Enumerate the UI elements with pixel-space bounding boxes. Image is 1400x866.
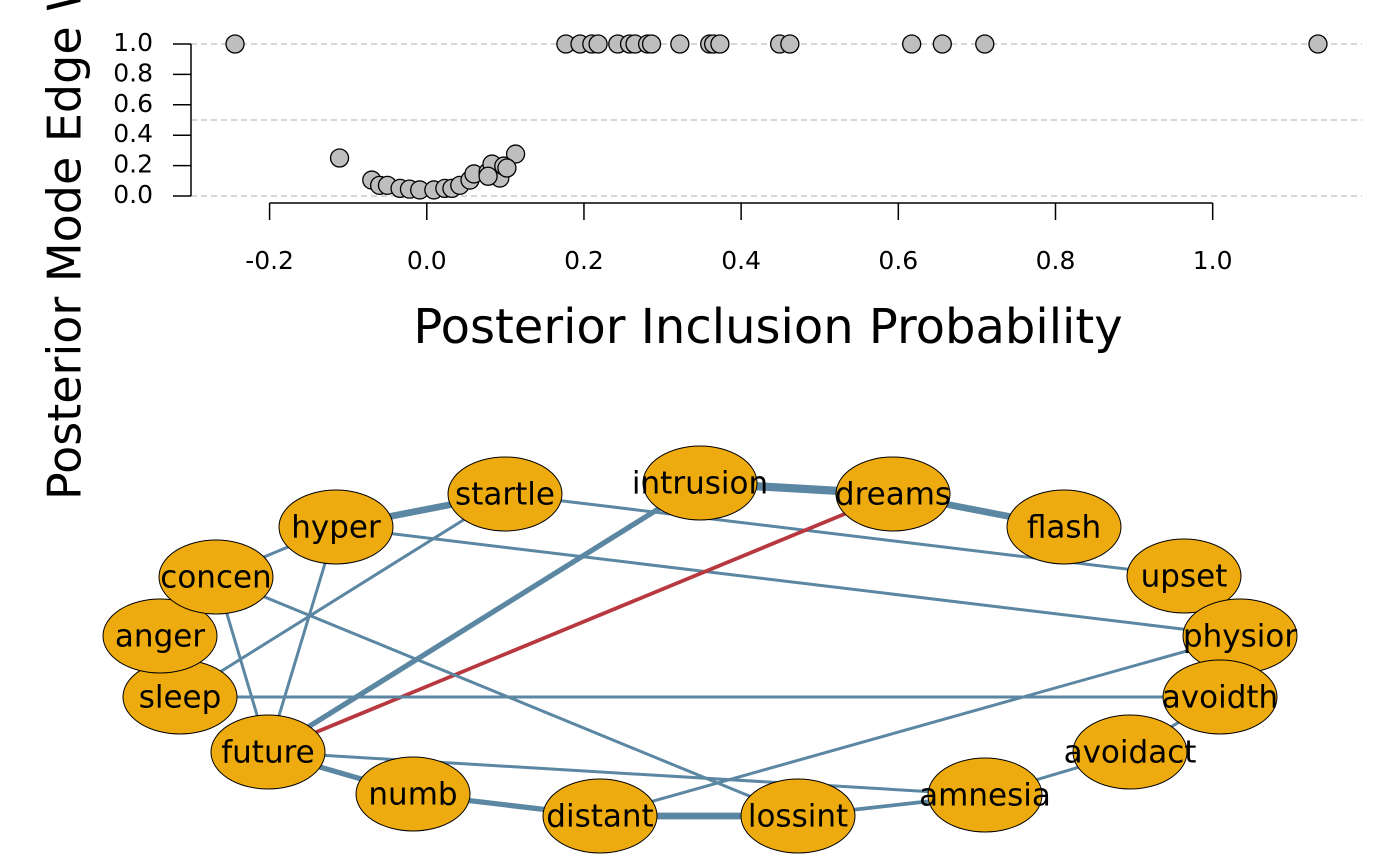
node-label: future bbox=[221, 735, 315, 771]
node-label: upset bbox=[1141, 559, 1228, 595]
node bbox=[642, 445, 758, 521]
x-tick-label: 0.6 bbox=[878, 246, 918, 275]
x-tick-label: 0.4 bbox=[721, 246, 761, 275]
edge bbox=[599, 634, 1241, 818]
point bbox=[505, 144, 526, 164]
point bbox=[1308, 34, 1328, 54]
network: intrusion dreams flash upset physior avoidth a… bbox=[102, 445, 1298, 854]
node bbox=[740, 778, 856, 854]
point bbox=[497, 158, 517, 178]
point bbox=[641, 34, 662, 54]
node-label: anger bbox=[115, 619, 205, 655]
node-label: physior bbox=[1183, 619, 1297, 655]
node bbox=[1006, 489, 1122, 565]
node-label: hyper bbox=[291, 510, 381, 546]
x-tick-label: 0.8 bbox=[1036, 246, 1076, 275]
node bbox=[1162, 659, 1278, 735]
node bbox=[542, 778, 658, 854]
point bbox=[588, 34, 608, 54]
x-axis-label: Posterior Inclusion Probability bbox=[413, 299, 1122, 355]
node-label: amnesia bbox=[919, 778, 1051, 814]
node-label: numb bbox=[368, 777, 457, 813]
node bbox=[278, 489, 394, 565]
edge bbox=[266, 480, 702, 755]
y-tick-label: 0.4 bbox=[113, 119, 153, 148]
point bbox=[670, 34, 690, 54]
edge bbox=[266, 526, 338, 753]
edge bbox=[267, 750, 986, 797]
node-label: concen bbox=[160, 560, 271, 596]
node bbox=[927, 757, 1043, 833]
y-tick-label: 0.8 bbox=[113, 58, 153, 87]
node-label: distant bbox=[546, 799, 653, 835]
edge bbox=[267, 492, 894, 754]
y-tick-label: 1.0 bbox=[113, 28, 153, 57]
y-tick-label: 0.6 bbox=[113, 89, 153, 118]
point bbox=[710, 34, 730, 54]
point bbox=[780, 34, 800, 54]
node bbox=[210, 714, 326, 790]
point bbox=[932, 34, 952, 54]
point bbox=[225, 34, 245, 54]
edge bbox=[179, 492, 506, 699]
y-axis-label: Posterior Mode Edge Weight bbox=[38, 0, 92, 500]
edge bbox=[335, 525, 1241, 638]
x-tick-label: 0.0 bbox=[407, 246, 447, 275]
node-label: avoidact bbox=[1064, 735, 1197, 771]
node bbox=[447, 456, 563, 532]
node-label: flash bbox=[1027, 510, 1101, 546]
x-tick-label: -0.2 bbox=[245, 246, 294, 275]
node-label: dreams bbox=[835, 477, 951, 513]
node bbox=[158, 539, 274, 615]
node bbox=[1126, 538, 1242, 614]
point bbox=[975, 34, 995, 54]
node-label: sleep bbox=[139, 680, 222, 716]
node bbox=[835, 456, 951, 532]
node-label: intrusion bbox=[632, 466, 768, 502]
node bbox=[355, 756, 471, 832]
node-label: avoidth bbox=[1162, 680, 1278, 716]
node-label: startle bbox=[455, 477, 555, 513]
node-label: lossint bbox=[748, 799, 848, 835]
point bbox=[902, 34, 922, 54]
x-tick-label: 1.0 bbox=[1193, 246, 1233, 275]
node bbox=[1072, 714, 1188, 790]
node bbox=[102, 598, 218, 674]
x-tick-label: 0.2 bbox=[564, 246, 604, 275]
point bbox=[329, 148, 350, 168]
y-tick-label: 0.2 bbox=[113, 150, 153, 179]
point bbox=[478, 166, 498, 186]
y-tick-label: 0.0 bbox=[113, 180, 153, 209]
